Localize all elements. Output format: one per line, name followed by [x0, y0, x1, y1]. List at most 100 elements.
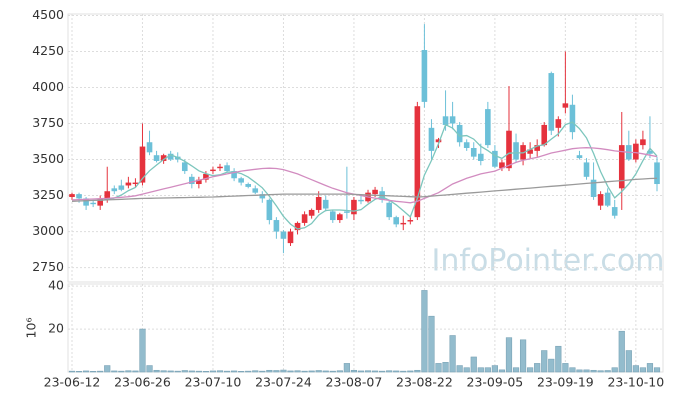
- volume-bar: [294, 370, 301, 373]
- candle-body: [470, 148, 477, 157]
- volume-bar: [569, 367, 576, 373]
- volume-bar: [181, 370, 188, 373]
- volume-bar: [322, 370, 329, 373]
- candle-body: [189, 176, 195, 185]
- candle-body: [287, 231, 294, 244]
- candle-body: [259, 194, 266, 199]
- x-tick-label: 23-06-26: [114, 375, 171, 390]
- candle-body: [654, 162, 660, 185]
- candle-body: [583, 162, 590, 177]
- candle-body: [181, 162, 188, 172]
- volume-bar: [146, 365, 153, 373]
- volume-bar: [583, 369, 590, 373]
- candle-body: [534, 145, 540, 151]
- candle-body: [76, 194, 82, 199]
- y-tick-label: 3500: [32, 151, 64, 166]
- volume-bar: [350, 369, 358, 373]
- candle-body: [463, 142, 470, 148]
- volume-bar: [174, 370, 181, 373]
- volume-tick-label: 40: [48, 278, 64, 293]
- volume-bar: [68, 370, 76, 373]
- volume-bar: [75, 371, 83, 373]
- volume-bar: [153, 369, 160, 373]
- volume-bar: [125, 370, 132, 373]
- volume-bar: [301, 370, 308, 373]
- candle-body: [485, 109, 491, 146]
- volume-bar: [252, 370, 259, 373]
- candle-body: [308, 209, 315, 216]
- volume-bar: [597, 370, 604, 373]
- candle-body: [167, 153, 174, 160]
- volume-bar: [512, 367, 520, 373]
- y-tick-label: 4500: [32, 7, 64, 22]
- candle-body: [118, 185, 125, 190]
- volume-bar: [442, 362, 449, 373]
- candle-body: [273, 220, 280, 232]
- volume-bar: [407, 370, 414, 373]
- volume-bar: [223, 370, 231, 373]
- candle-body: [344, 211, 350, 213]
- candle-body: [640, 139, 646, 146]
- volume-bar: [463, 367, 470, 373]
- candle-body: [541, 124, 548, 146]
- volume-bar: [111, 370, 118, 373]
- volume-bar: [548, 358, 555, 373]
- candle-body: [266, 199, 273, 221]
- candle-body: [210, 169, 216, 172]
- candle-body: [604, 192, 611, 206]
- volume-bar: [82, 370, 90, 373]
- candle-body: [569, 104, 576, 133]
- candle-body: [358, 199, 364, 202]
- y-tick-label: 4250: [32, 43, 64, 58]
- volume-bar: [329, 370, 336, 373]
- volume-bar: [435, 363, 442, 373]
- volume-bar: [491, 365, 498, 373]
- y-tick-label: 4000: [32, 79, 64, 94]
- volume-bar: [484, 367, 491, 373]
- volume-bar: [188, 370, 195, 373]
- volume-bar: [259, 370, 266, 373]
- candle-body: [69, 194, 75, 197]
- volume-tick-label: 20: [48, 321, 64, 336]
- candle-body: [407, 220, 414, 222]
- candle-body: [351, 199, 357, 215]
- volume-bar: [653, 367, 661, 373]
- volume-bar: [308, 370, 315, 373]
- candle-body: [196, 179, 202, 185]
- volume-bar: [477, 367, 484, 373]
- candle-body: [203, 173, 209, 180]
- x-tick-label: 23-09-05: [467, 375, 524, 390]
- volume-bar: [132, 370, 139, 373]
- y-tick-label: 3250: [32, 187, 64, 202]
- candle-body: [456, 124, 463, 143]
- volume-panel: [67, 283, 664, 373]
- candle-body: [393, 217, 400, 225]
- volume-bar: [386, 370, 393, 373]
- candle-body: [597, 194, 604, 206]
- volume-unit: 10⁶: [24, 318, 39, 339]
- y-tick-label: 3750: [32, 115, 64, 130]
- candle-body: [618, 145, 625, 189]
- volume-bar: [527, 367, 534, 373]
- candle-body: [301, 214, 308, 223]
- volume-bar: [400, 370, 407, 373]
- volume-bar: [216, 370, 224, 373]
- candle-body: [83, 198, 89, 206]
- volume-bar: [287, 370, 294, 373]
- volume-bar: [357, 370, 365, 373]
- candle-body: [414, 106, 421, 218]
- volume-bar: [231, 370, 238, 373]
- candle-body: [421, 50, 428, 102]
- candle-body: [492, 150, 498, 167]
- x-tick-label: 23-08-22: [396, 375, 453, 390]
- volume-bar: [118, 370, 125, 373]
- candle-body: [555, 119, 562, 128]
- candle-body: [435, 139, 442, 143]
- volume-bar: [604, 370, 611, 373]
- candle-body: [647, 150, 653, 154]
- candle-body: [442, 116, 449, 125]
- candle-body: [139, 146, 146, 183]
- candle-body: [238, 178, 244, 183]
- volume-bar: [541, 350, 548, 373]
